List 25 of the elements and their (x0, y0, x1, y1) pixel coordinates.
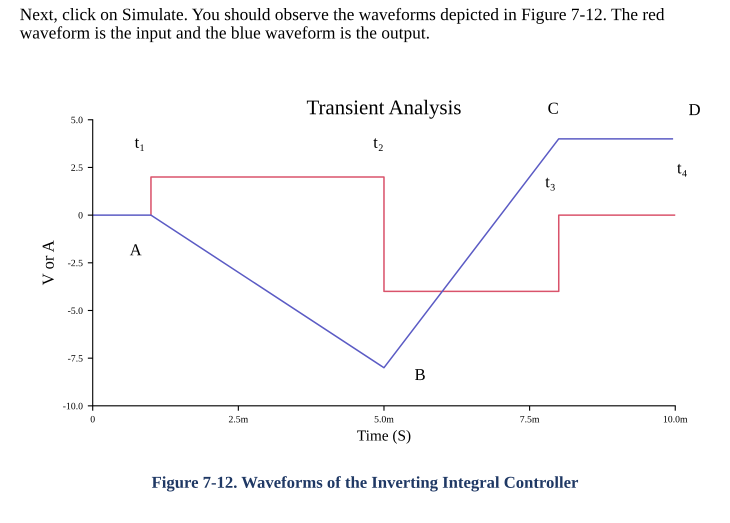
annotation: t₂ (373, 138, 383, 152)
chart-title: Transient Analysis (306, 100, 461, 119)
annotation: B (415, 369, 425, 380)
y-tick-label: 5.0 (71, 116, 83, 124)
annotation: t₁ (134, 138, 144, 151)
x-tick-label: 0 (90, 416, 95, 422)
y-axis-title: V or A (42, 240, 54, 286)
caption: Figure 7-12. Waveforms of the Inverting Integral Controller (152, 476, 578, 492)
y-tick-label: -5.0 (68, 307, 83, 314)
annotation: C (548, 102, 558, 114)
x-tick-label: 10.0m (664, 416, 688, 422)
y-tick-label: 0 (78, 212, 83, 219)
y-tick-label: 2.5 (71, 164, 83, 171)
text: Next, click on Simulate. You should observe the waveforms depicted in Figure 7-12. The red waveform is the input and the blue waveform is the output. (20, 8, 664, 42)
y-tick-label: -2.5 (68, 260, 83, 266)
annotation: D (689, 104, 700, 116)
y-tick-label: -10.0 (63, 402, 83, 410)
x-tick-label: 7.5m (520, 416, 540, 422)
x-tick-label: 5.0m (374, 416, 394, 422)
y-tick-label: -7.5 (68, 355, 83, 362)
annotation: t₄ (677, 164, 687, 177)
annotation: A (130, 244, 142, 256)
annotation: t₃ (545, 178, 555, 191)
x-tick-label: 2.5m (228, 416, 248, 422)
x-axis-title: Time (S) (357, 430, 410, 444)
